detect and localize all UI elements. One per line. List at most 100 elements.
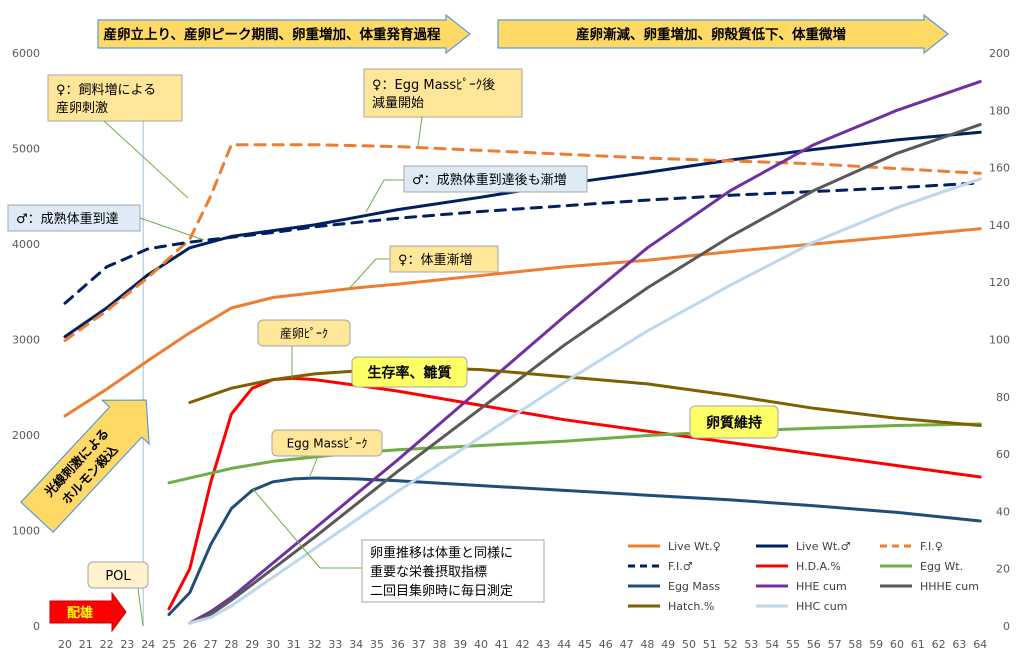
x-tick-label: 48 bbox=[640, 638, 654, 651]
callout-text: ♂：成熟体重到達後も漸増 bbox=[412, 172, 567, 188]
x-tick-label: 30 bbox=[266, 638, 280, 651]
x-tick-label: 55 bbox=[786, 638, 800, 651]
series-line-Egg Mass bbox=[167, 476, 982, 616]
callout-box bbox=[351, 356, 468, 388]
callout-egg-quality: 卵質維持 bbox=[689, 405, 779, 439]
y-right-tick-label: 120 bbox=[989, 276, 1010, 289]
header-arrow-late: 産卵漸減、卵重増加、卵殻質低下、体重微増 bbox=[497, 13, 949, 55]
x-tick-label: 40 bbox=[474, 638, 488, 651]
callout-box bbox=[403, 165, 588, 193]
callout-text: 減量開始 bbox=[372, 95, 424, 111]
x-tick-label: 49 bbox=[661, 638, 675, 651]
x-tick-label: 25 bbox=[162, 638, 176, 651]
legend-label: HHC cum bbox=[796, 600, 847, 613]
y-right-tick-label: 20 bbox=[996, 563, 1010, 576]
x-tick-label: 32 bbox=[308, 638, 322, 651]
series-line-Egg Wt. bbox=[167, 422, 982, 485]
header-arrow-shape bbox=[97, 13, 471, 55]
y-right-tick-label: 0 bbox=[1003, 620, 1010, 633]
legend-label: HHE cum bbox=[796, 580, 847, 593]
x-tick-label: 20 bbox=[58, 638, 72, 651]
axes: 0 1000 2000 3000 4000 5000 6000 0 20 40 60 80 100 120… bbox=[12, 47, 1010, 651]
callout-text: ♂：成熟体重到達 bbox=[16, 211, 119, 227]
legend-label: Egg Wt. bbox=[920, 560, 963, 573]
series-line-HHC cum bbox=[188, 177, 982, 625]
callout-text: 卵質維持 bbox=[706, 414, 762, 431]
x-tick-label: 39 bbox=[453, 638, 467, 651]
x-tick-label: 38 bbox=[432, 638, 446, 651]
callout-text: ♀：飼料増による bbox=[56, 83, 156, 98]
x-tick-label: 51 bbox=[703, 638, 717, 651]
y-right-tick-label: 80 bbox=[996, 391, 1010, 404]
x-tick-label: 21 bbox=[79, 638, 93, 651]
x-tick-label: 59 bbox=[869, 638, 883, 651]
x-tick-label: 63 bbox=[952, 638, 966, 651]
y-left-tick-label: 1000 bbox=[12, 525, 40, 538]
callout-text: ♀：Egg Massﾋﾟｰｸ後 bbox=[372, 78, 495, 93]
series-line-Live Wt.♀ bbox=[63, 227, 982, 418]
legend-label: Live Wt.♂ bbox=[796, 540, 851, 553]
callout-box bbox=[271, 429, 383, 457]
x-tick-label: 52 bbox=[724, 638, 738, 651]
legend-label: Hatch.% bbox=[668, 600, 714, 613]
x-tick-label: 31 bbox=[287, 638, 301, 651]
x-tick-label: 22 bbox=[100, 638, 114, 651]
header-arrow-early: 産卵立上り、産卵ピーク期間、卵重増加、体重発育過程 bbox=[97, 13, 471, 55]
series-line-F.I.♂ bbox=[63, 181, 982, 305]
x-tick-label: 44 bbox=[557, 638, 571, 651]
header-arrow-text: 産卵漸減、卵重増加、卵殻質低下、体重微増 bbox=[576, 26, 846, 43]
legend: Live Wt.♀ Live Wt.♂ F.I.♀ F.I.♂ H.D.A.% Egg W… bbox=[628, 540, 979, 613]
y-left-tick-label: 3000 bbox=[12, 334, 40, 347]
x-tick-label: 34 bbox=[349, 638, 363, 651]
x-tick-label: 36 bbox=[391, 638, 405, 651]
y-right-tick-label: 60 bbox=[996, 448, 1010, 461]
callout-survival: 生存率、雛質 bbox=[351, 356, 468, 388]
callout-box bbox=[47, 74, 183, 122]
callout-egg-mass-peak: Egg Massﾋﾟｰｸ bbox=[271, 429, 383, 457]
series-line-HHHE cum bbox=[188, 123, 982, 625]
x-tick-label: 62 bbox=[932, 638, 946, 651]
x-tick-label: 23 bbox=[120, 638, 134, 651]
series-group bbox=[63, 80, 982, 625]
y-right-tick-label: 40 bbox=[996, 505, 1010, 518]
x-tick-label: 54 bbox=[765, 638, 779, 651]
leader-feed-stim bbox=[103, 120, 189, 199]
legend-label: Egg Mass bbox=[668, 580, 720, 593]
x-tick-label: 57 bbox=[828, 638, 842, 651]
series-line-HHE cum bbox=[188, 80, 982, 625]
leader-pol bbox=[137, 587, 144, 627]
callout-female-weight: ♀：体重漸増 bbox=[389, 245, 499, 273]
callout-lay-peak: 産卵ﾋﾟｰｸ bbox=[257, 319, 351, 347]
callout-pol: POL bbox=[87, 561, 149, 589]
leader-egg-mass-drop bbox=[417, 116, 423, 147]
y-right-tick-label: 160 bbox=[989, 162, 1010, 175]
leader-egg-mass-peak bbox=[309, 455, 319, 477]
x-tick-label: 42 bbox=[516, 638, 530, 651]
y-right-tick-label: 100 bbox=[989, 334, 1010, 347]
mating-arrow: 配雄 bbox=[49, 591, 127, 633]
legend-label: F.I.♀ bbox=[920, 540, 943, 553]
y-left-tick-label: 4000 bbox=[12, 238, 40, 251]
header-arrow-shape bbox=[497, 13, 949, 55]
y-right-tick-label: 200 bbox=[989, 47, 1010, 60]
series-line-F.I.♀ bbox=[63, 143, 982, 342]
callout-text: ♀：体重漸増 bbox=[398, 252, 473, 268]
x-tick-label: 53 bbox=[744, 638, 758, 651]
callout-box bbox=[7, 204, 141, 232]
x-tick-label: 28 bbox=[224, 638, 238, 651]
light-stim-arrow-shape bbox=[20, 399, 150, 534]
callout-text: 生存率、雛質 bbox=[368, 364, 452, 381]
callout-box bbox=[363, 68, 523, 118]
callout-text: 産卵刺激 bbox=[56, 100, 108, 116]
x-tick-label: 29 bbox=[245, 638, 259, 651]
x-tick-label: 47 bbox=[620, 638, 634, 651]
x-tick-label: 45 bbox=[578, 638, 592, 651]
x-tick-label: 58 bbox=[848, 638, 862, 651]
callout-male-gain: ♂：成熟体重到達後も漸増 bbox=[403, 165, 588, 193]
callout-text: 二回目集卵時に毎日測定 bbox=[370, 583, 513, 599]
x-tick-label: 46 bbox=[599, 638, 613, 651]
legend-label: F.I.♂ bbox=[668, 560, 693, 573]
callout-text: 重要な栄養摂取指標 bbox=[370, 564, 487, 580]
x-tick-label: 37 bbox=[412, 638, 426, 651]
